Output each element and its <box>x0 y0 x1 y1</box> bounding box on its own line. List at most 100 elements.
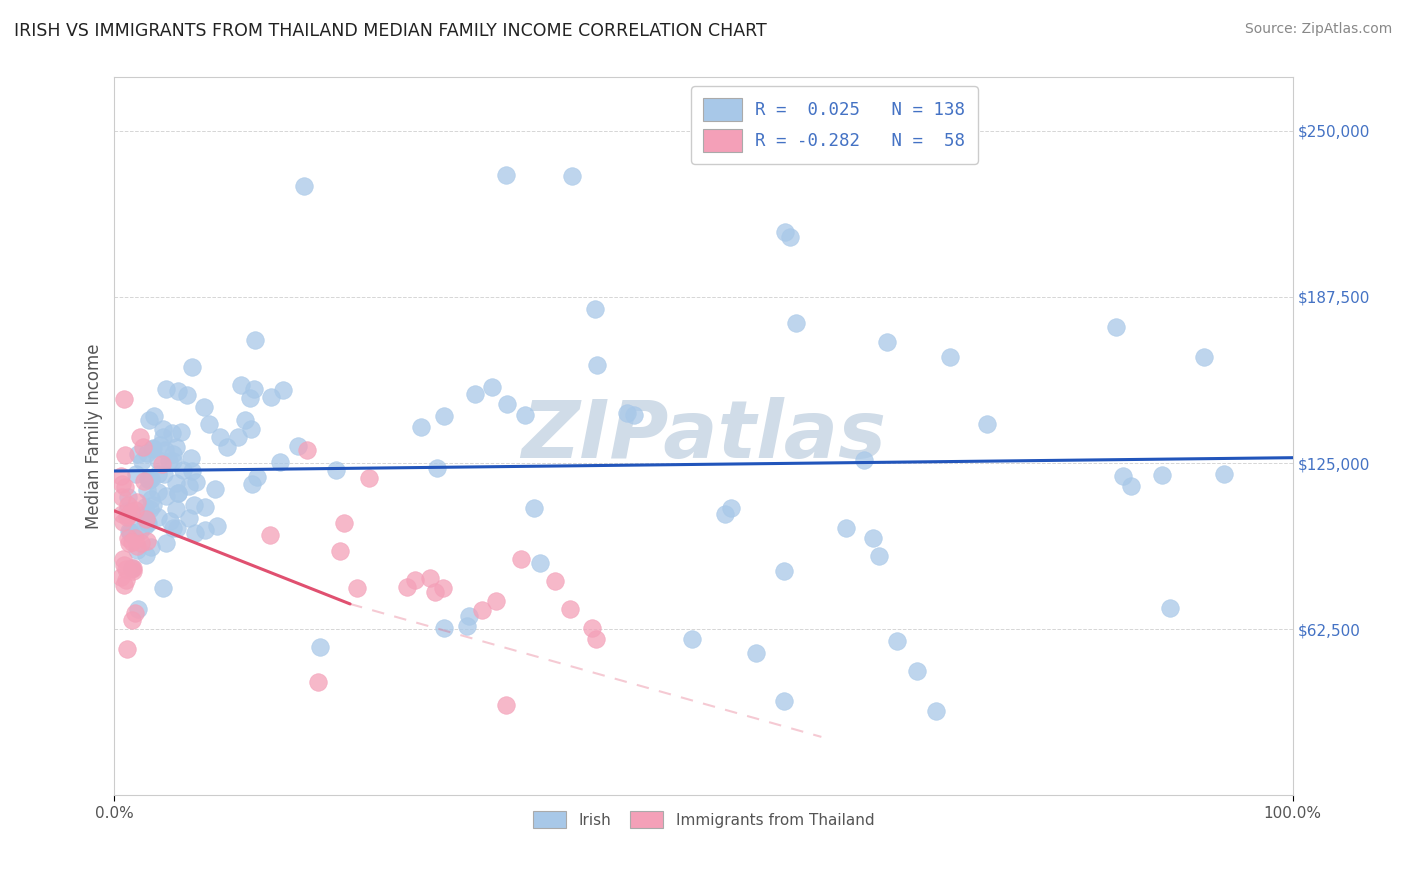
Point <box>166 521 188 535</box>
Point <box>616 406 638 420</box>
Point <box>135 446 157 460</box>
Point <box>124 606 146 620</box>
Point <box>125 543 148 558</box>
Point <box>127 602 149 616</box>
Point <box>162 521 184 535</box>
Point <box>121 614 143 628</box>
Point <box>346 581 368 595</box>
Point <box>456 618 478 632</box>
Point <box>464 386 486 401</box>
Point <box>117 508 139 523</box>
Point <box>433 621 456 635</box>
Point <box>495 698 517 712</box>
Point <box>259 528 281 542</box>
Point <box>423 585 446 599</box>
Point <box>155 382 177 396</box>
Point <box>122 564 145 578</box>
Point <box>152 430 174 444</box>
Point <box>853 138 876 153</box>
Point <box>496 397 519 411</box>
Point <box>495 168 517 182</box>
Point <box>146 509 169 524</box>
Point <box>121 535 143 549</box>
Point <box>110 570 132 584</box>
Point <box>585 358 607 372</box>
Point <box>139 502 162 516</box>
Point <box>132 474 155 488</box>
Point <box>146 485 169 500</box>
Point <box>1159 601 1181 615</box>
Point <box>149 438 172 452</box>
Point <box>177 478 200 492</box>
Point <box>204 482 226 496</box>
Point <box>124 531 146 545</box>
Point <box>180 464 202 478</box>
Point <box>165 501 187 516</box>
Point <box>121 561 143 575</box>
Point <box>471 603 494 617</box>
Point <box>127 495 149 509</box>
Point <box>198 417 221 432</box>
Point <box>138 473 160 487</box>
Point <box>1105 320 1128 334</box>
Point <box>773 564 796 578</box>
Point <box>396 580 419 594</box>
Point <box>152 581 174 595</box>
Point <box>271 383 294 397</box>
Point <box>136 534 159 549</box>
Point <box>132 508 155 523</box>
Point <box>146 467 169 481</box>
Point <box>205 519 228 533</box>
Point <box>120 505 142 519</box>
Point <box>165 440 187 454</box>
Point <box>139 472 162 486</box>
Point <box>152 421 174 435</box>
Point <box>558 602 581 616</box>
Point <box>139 491 162 506</box>
Point <box>138 472 160 486</box>
Point <box>111 476 134 491</box>
Point <box>215 440 238 454</box>
Point <box>432 581 454 595</box>
Point <box>183 498 205 512</box>
Point <box>359 471 381 485</box>
Point <box>115 642 138 657</box>
Point <box>245 333 267 347</box>
Point <box>876 335 898 350</box>
Point <box>166 486 188 500</box>
Point <box>193 400 215 414</box>
Point <box>139 540 162 554</box>
Point <box>1213 467 1236 481</box>
Point <box>720 500 742 515</box>
Y-axis label: Median Family Income: Median Family Income <box>86 343 103 529</box>
Point <box>162 453 184 467</box>
Point <box>162 426 184 441</box>
Point <box>153 442 176 457</box>
Point <box>110 468 132 483</box>
Point <box>1152 468 1174 483</box>
Point <box>240 422 263 436</box>
Point <box>120 527 142 541</box>
Point <box>176 388 198 402</box>
Point <box>333 516 356 530</box>
Point <box>515 408 537 422</box>
Point <box>170 425 193 440</box>
Point <box>184 526 207 541</box>
Point <box>925 704 948 718</box>
Point <box>141 498 163 512</box>
Point <box>114 448 136 462</box>
Point <box>775 226 797 240</box>
Point <box>853 453 876 467</box>
Point <box>129 430 152 444</box>
Point <box>433 409 456 424</box>
Point <box>141 442 163 457</box>
Point <box>134 500 156 515</box>
Point <box>118 524 141 539</box>
Point <box>112 515 135 529</box>
Point <box>118 524 141 538</box>
Point <box>125 467 148 482</box>
Point <box>111 490 134 504</box>
Point <box>681 632 703 646</box>
Point <box>269 455 291 469</box>
Point <box>231 378 253 392</box>
